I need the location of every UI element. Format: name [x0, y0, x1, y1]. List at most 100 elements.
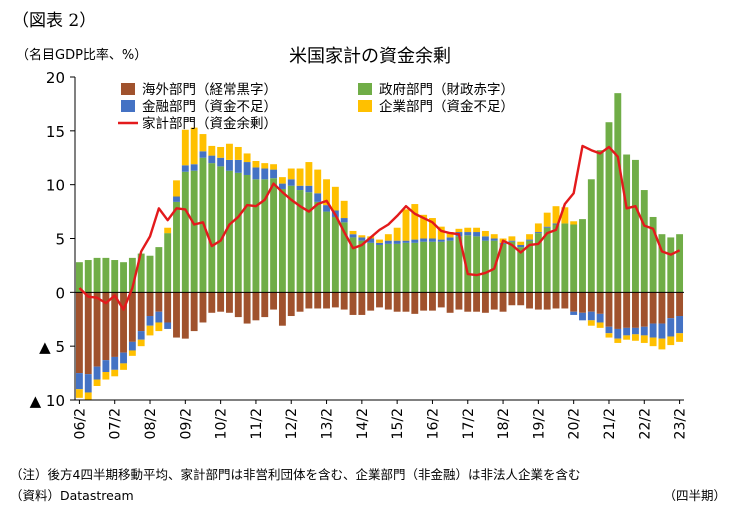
- bar-foreign-12/1: [278, 292, 286, 326]
- bar-foreign-22/1: [632, 292, 639, 328]
- bar-foreign-12/3: [296, 292, 304, 312]
- bar-corporate-10/3: [226, 143, 233, 160]
- bar-corporate-10/2: [217, 146, 225, 158]
- bar-corporate-12/3: [296, 168, 304, 186]
- bar-financial-15/4: [411, 239, 419, 243]
- bar-government-15/2: [393, 243, 401, 293]
- x-tick-label: 15/2: [390, 408, 406, 439]
- y-tick-label: 0: [55, 284, 65, 302]
- bar-government-06/3: [84, 260, 92, 293]
- y-axis-unit-label: （名目GDP比率、%）: [16, 48, 148, 63]
- bar-government-20/4: [587, 179, 595, 293]
- bar-government-21/4: [623, 154, 631, 293]
- bar-foreign-12/4: [305, 292, 313, 309]
- bar-foreign-09/4: [199, 292, 207, 323]
- bar-corporate-08/4: [164, 227, 172, 234]
- bar-corporate-09/1: [173, 180, 180, 197]
- bar-government-11/3: [261, 179, 269, 293]
- bar-financial-22/3: [649, 323, 657, 338]
- legend-swatch-government: [358, 83, 372, 95]
- bar-financial-19/1: [526, 239, 533, 241]
- bar-corporate-14/2: [358, 235, 366, 238]
- bar-foreign-22/2: [640, 292, 648, 327]
- bar-corporate-20/4: [587, 320, 595, 326]
- bar-foreign-08/4: [164, 292, 172, 323]
- bar-corporate-19/4: [552, 206, 560, 224]
- bar-foreign-11/2: [252, 292, 260, 321]
- bar-financial-19/3: [543, 226, 551, 228]
- bar-foreign-07/2: [111, 292, 119, 357]
- bar-corporate-13/4: [340, 200, 348, 219]
- bar-corporate-09/4: [199, 134, 207, 152]
- period-label: （四半期）: [663, 488, 726, 503]
- bar-government-11/1: [243, 174, 251, 293]
- bar-government-20/1: [561, 223, 569, 293]
- bar-financial-23/2: [676, 316, 684, 334]
- bars-layer: [75, 93, 684, 400]
- bar-corporate-22/4: [658, 338, 666, 350]
- y-tick-label: 10: [46, 177, 65, 195]
- bar-government-06/4: [93, 257, 101, 293]
- bar-foreign-18/3: [508, 292, 516, 306]
- footnote: （注）後方4四半期移動平均、家計部門は非営利団体を含む、企業部門（非金融）は非法…: [10, 467, 581, 482]
- bar-financial-18/1: [490, 238, 498, 241]
- x-tick-label: 06/2: [72, 408, 88, 439]
- bar-government-21/2: [605, 122, 613, 293]
- bar-government-17/1: [455, 236, 463, 293]
- bar-corporate-22/3: [649, 337, 657, 347]
- bar-foreign-16/3: [437, 292, 445, 308]
- bar-financial-22/2: [640, 326, 648, 336]
- bar-government-14/1: [349, 237, 357, 293]
- bar-financial-17/4: [481, 236, 489, 241]
- bar-foreign-06/2: [75, 292, 83, 374]
- x-tick-label: 22/2: [637, 408, 653, 439]
- bar-financial-10/2: [217, 157, 225, 167]
- bar-financial-10/3: [226, 159, 233, 171]
- bar-financial-10/4: [234, 159, 242, 173]
- bar-corporate-22/2: [640, 335, 648, 343]
- bar-financial-15/3: [402, 240, 410, 243]
- bar-financial-11/1: [243, 162, 251, 175]
- bar-corporate-16/2: [429, 218, 436, 239]
- x-tick-label: 18/2: [496, 408, 512, 439]
- bar-corporate-08/3: [155, 322, 163, 332]
- bar-corporate-16/1: [420, 214, 428, 239]
- bar-foreign-16/4: [446, 292, 454, 313]
- bar-foreign-15/4: [411, 292, 419, 314]
- bar-corporate-21/1: [596, 322, 604, 328]
- bar-corporate-15/4: [411, 204, 419, 240]
- bar-foreign-23/1: [667, 292, 675, 319]
- bar-corporate-21/3: [614, 338, 622, 343]
- bar-government-19/1: [526, 240, 533, 293]
- bar-corporate-14/4: [376, 239, 383, 243]
- bar-foreign-09/3: [190, 292, 198, 332]
- bar-government-13/3: [331, 216, 339, 293]
- bar-financial-17/3: [473, 232, 481, 237]
- bar-corporate-18/4: [517, 241, 525, 245]
- bar-government-15/4: [411, 242, 419, 293]
- bar-corporate-10/4: [234, 146, 242, 160]
- bar-foreign-22/3: [649, 292, 657, 324]
- bar-foreign-11/1: [243, 292, 251, 324]
- bar-foreign-20/1: [561, 292, 569, 309]
- bar-financial-07/4: [128, 341, 136, 351]
- bar-foreign-17/4: [481, 292, 489, 313]
- bar-financial-16/2: [429, 238, 436, 242]
- bar-financial-07/2: [111, 356, 119, 370]
- bar-financial-10/1: [208, 155, 216, 164]
- legend: 海外部門（経常黒字） 政府部門（財政赤字） 金融部門（資金不足） 企業部門（資金不足）…: [118, 82, 514, 132]
- bar-foreign-19/4: [552, 292, 560, 309]
- bar-financial-08/2: [146, 316, 154, 326]
- bar-foreign-10/1: [208, 292, 216, 313]
- bar-government-13/4: [340, 222, 348, 293]
- bar-government-12/4: [305, 192, 313, 293]
- bar-government-16/4: [446, 240, 454, 293]
- legend-label-foreign: 海外部門（経常黒字）: [142, 82, 277, 98]
- bar-financial-21/3: [614, 328, 622, 339]
- bar-government-15/3: [402, 242, 410, 293]
- bar-government-10/2: [217, 166, 225, 293]
- bar-government-20/3: [579, 219, 586, 293]
- x-tick-label: 21/2: [602, 408, 618, 439]
- bar-corporate-10/1: [208, 145, 216, 156]
- bar-financial-09/3: [190, 164, 198, 171]
